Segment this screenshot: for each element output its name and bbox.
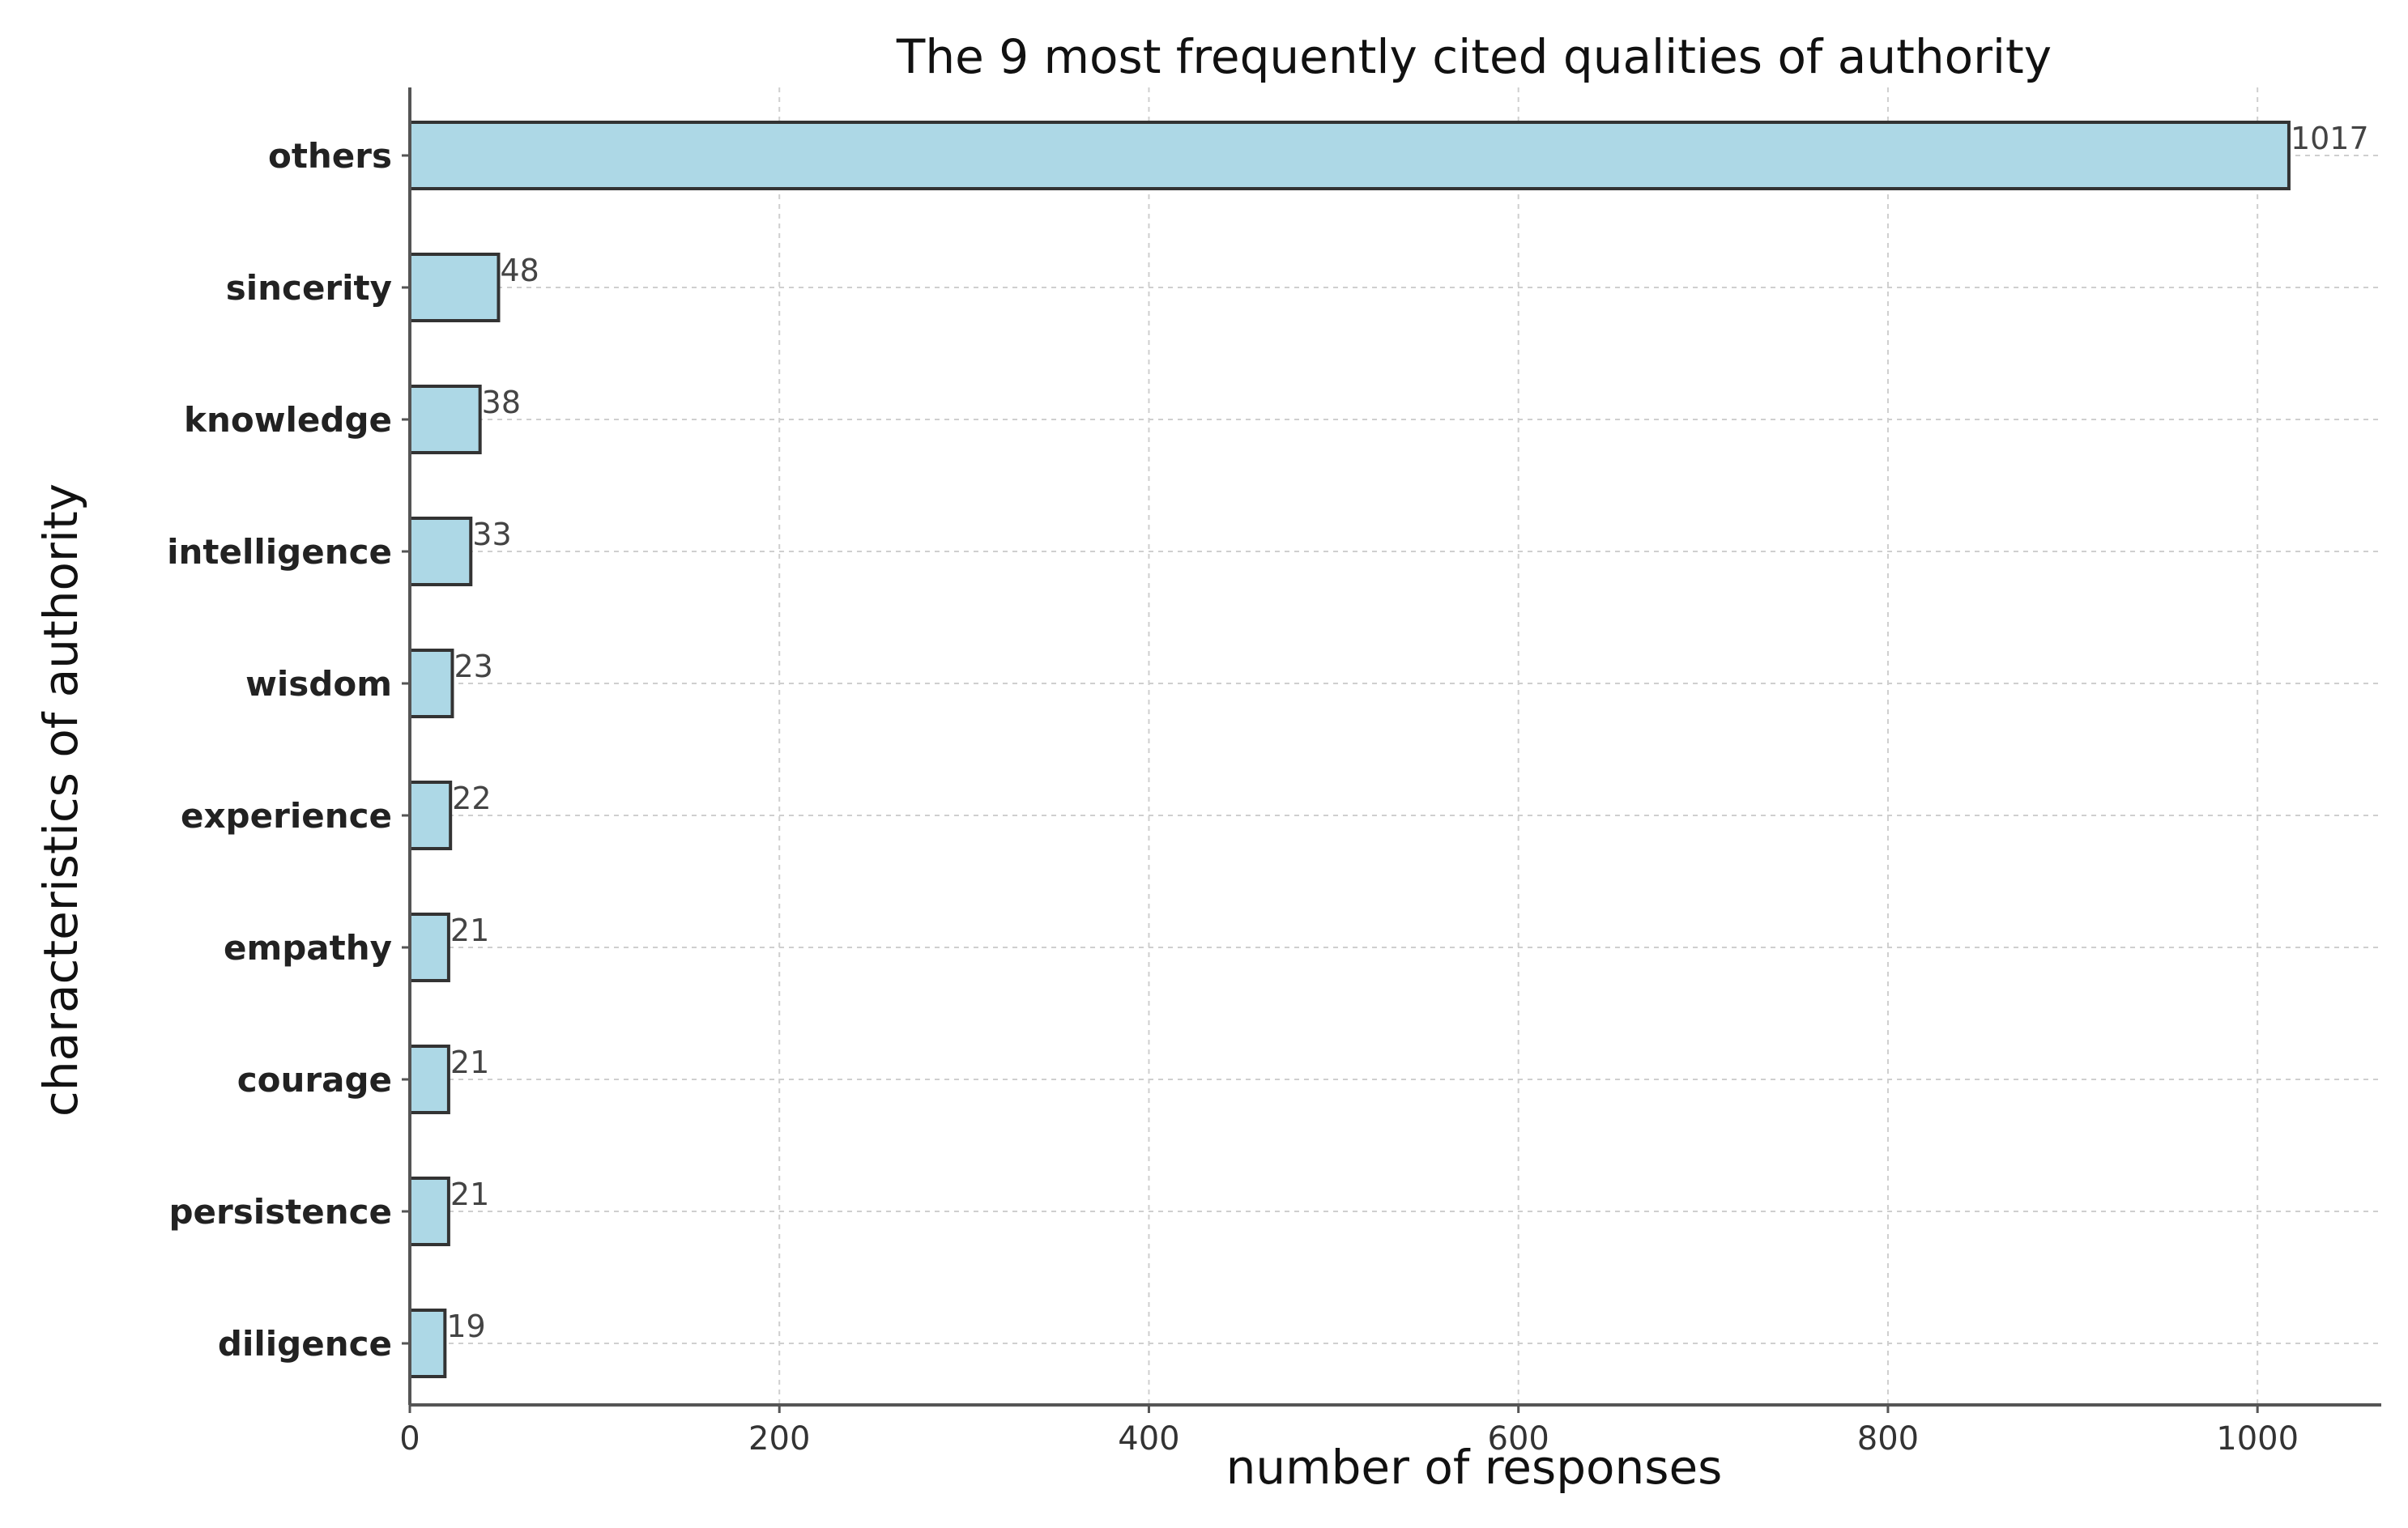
bar [408, 1309, 447, 1378]
axes-layer [402, 87, 2381, 1413]
bar [408, 649, 454, 718]
bar [408, 517, 473, 586]
data-label: 21 [450, 913, 489, 948]
category-label: knowledge [184, 400, 392, 440]
x-axis-title: number of responses [1226, 1440, 1723, 1495]
data-label: 21 [450, 1177, 489, 1212]
bar [408, 1177, 450, 1246]
data-label: 38 [482, 385, 521, 420]
x-tick-label: 200 [748, 1420, 810, 1458]
category-label: sincerity [226, 268, 392, 308]
chart-title: The 9 most frequently cited qualities of… [896, 29, 2052, 84]
data-label: 23 [454, 649, 492, 684]
category-label: experience [181, 796, 392, 836]
bars-layer [408, 121, 2291, 1378]
category-label: courage [237, 1060, 392, 1100]
x-tick-label: 1000 [2216, 1420, 2299, 1458]
data-label: 1017 [2291, 121, 2369, 156]
x-tick-label: 600 [1488, 1420, 1549, 1458]
bar [408, 913, 450, 982]
bar [408, 385, 482, 454]
labels-layer: 0 200 400 600 800 1000 others 1017 sincerity 48 kn… [167, 121, 2369, 1458]
category-label: diligence [218, 1324, 392, 1364]
grid-layer [410, 87, 2381, 1405]
data-label: 48 [500, 253, 539, 288]
category-label: wisdom [245, 664, 392, 704]
data-label: 33 [472, 517, 511, 552]
data-label: 21 [450, 1045, 489, 1080]
x-tick-label: 800 [1857, 1420, 1919, 1458]
data-label: 19 [446, 1309, 485, 1344]
data-label: 22 [452, 781, 491, 816]
x-tick-label: 0 [399, 1420, 420, 1458]
bar [408, 121, 2291, 190]
category-label: intelligence [167, 532, 392, 572]
category-label: empathy [224, 928, 392, 968]
y-axis-title: characteristics of authority [33, 483, 88, 1117]
bar [408, 1045, 450, 1114]
category-label: others [268, 136, 392, 176]
bar [408, 781, 453, 850]
x-tick-label: 400 [1118, 1420, 1179, 1458]
bar [408, 253, 501, 322]
category-label: persistence [168, 1192, 392, 1232]
